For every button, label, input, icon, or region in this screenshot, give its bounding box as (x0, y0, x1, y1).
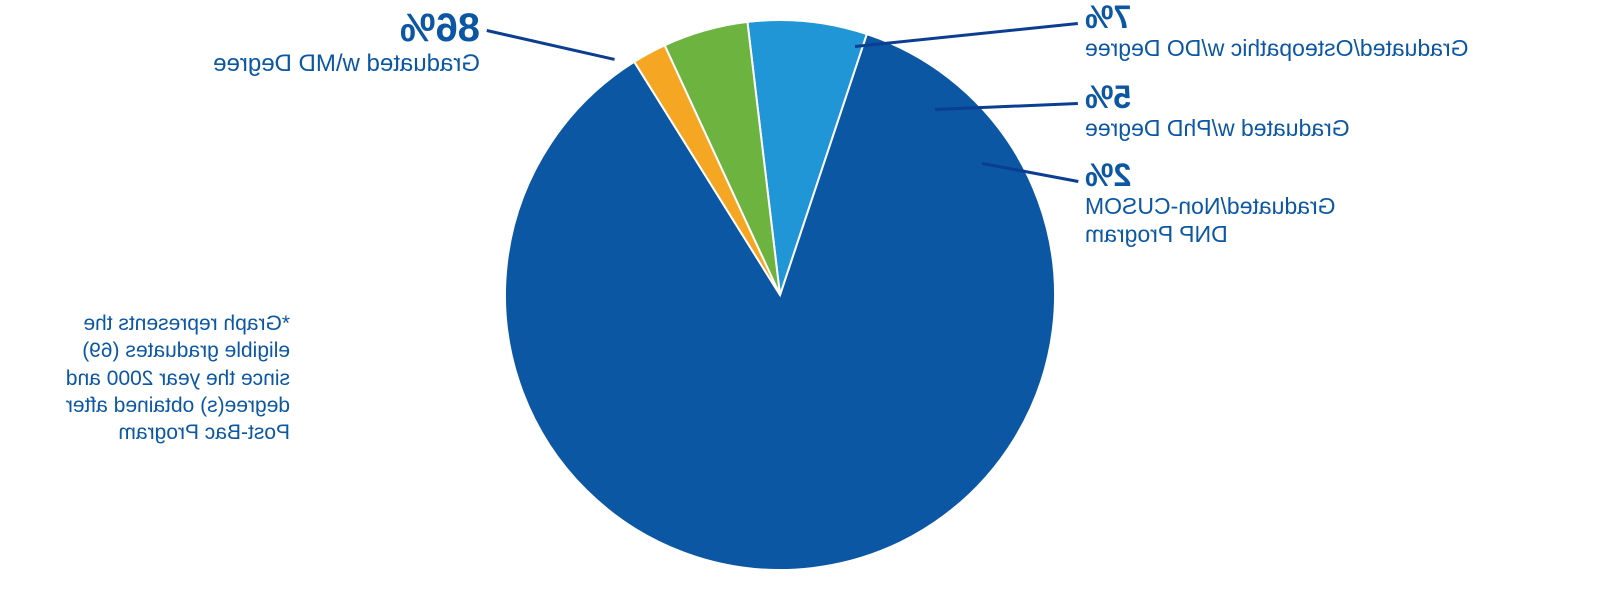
slice-pct-1: 7% (1085, 0, 1525, 35)
slice-pct-2: 5% (1085, 80, 1375, 115)
chart-footnote: *Graph represents theeligible graduates … (66, 310, 290, 446)
pie-chart (500, 15, 1060, 575)
slice-desc-2: Graduated w/PhD Degree (1085, 115, 1375, 143)
slice-label-2: 5% Graduated w/PhD Degree (1085, 80, 1375, 143)
pie-chart-container: 86% Graduated w\MD Degree 7% Graduated/O… (0, 0, 1600, 592)
slice-label-0: 86% Graduated w\MD Degree (213, 6, 480, 79)
slice-pct-0: 86% (213, 6, 480, 50)
slice-label-3: 2% Graduated/Non-CUSOMDNP Program (1085, 158, 1375, 248)
slice-pct-3: 2% (1085, 158, 1375, 193)
slice-desc-3: Graduated/Non-CUSOMDNP Program (1085, 193, 1375, 248)
slice-desc-0: Graduated w\MD Degree (213, 50, 480, 79)
slice-desc-1: Graduated/Osteopathic w/DO Degree (1085, 35, 1525, 63)
slice-label-1: 7% Graduated/Osteopathic w/DO Degree (1085, 0, 1525, 63)
